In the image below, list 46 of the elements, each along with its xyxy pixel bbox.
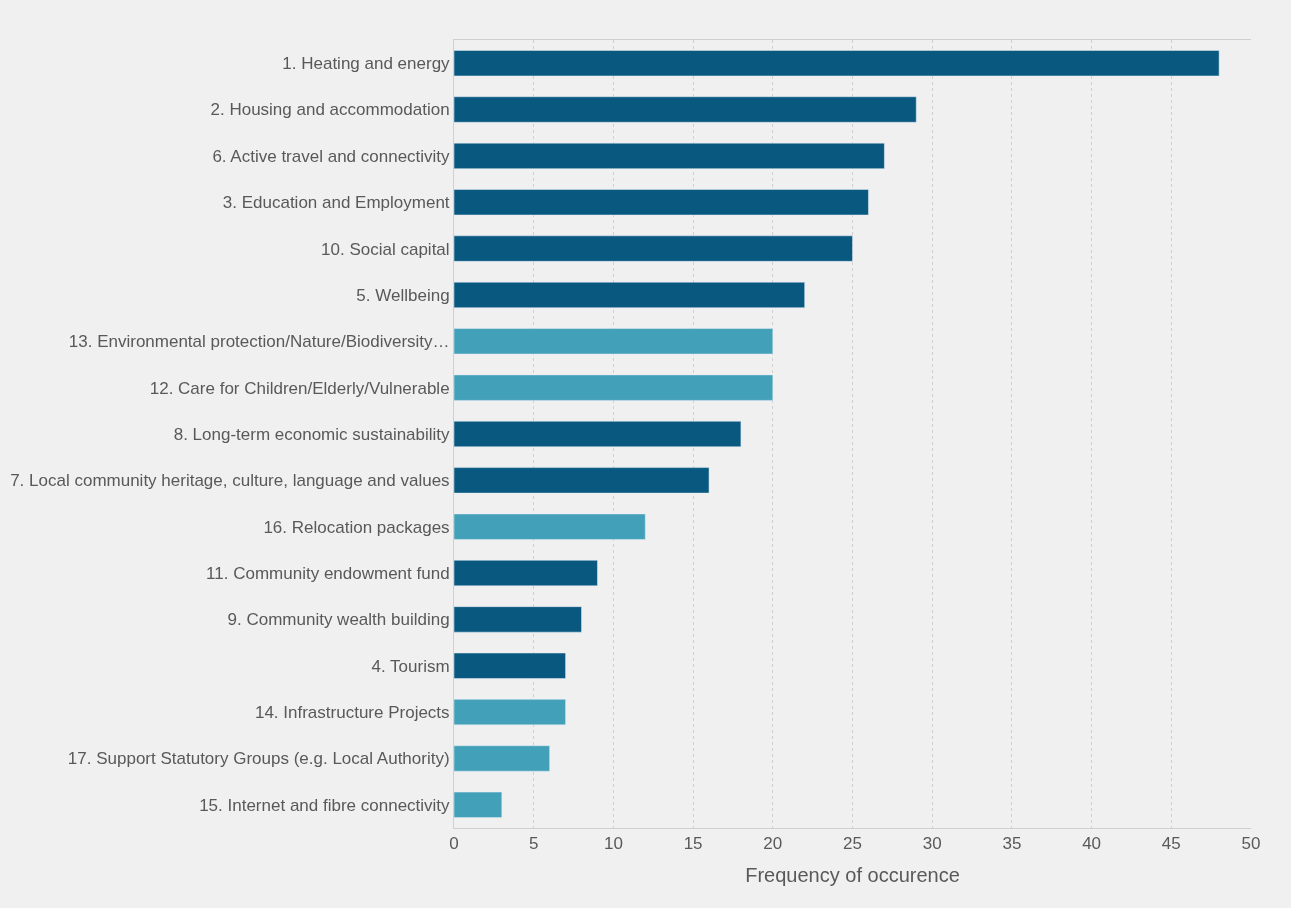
y-tick-label: 10. Social capital [321,239,450,259]
x-tick-label: 30 [922,834,942,854]
x-tick-label: 15 [683,834,703,854]
x-tick-label: 0 [449,834,459,854]
bar [454,467,710,494]
x-tick-label: 50 [1241,834,1261,854]
y-tick-label: 5. Wellbeing [356,285,450,305]
bar [454,328,774,355]
y-tick-label: 1. Heating and energy [282,54,451,74]
y-tick-label: 6. Active travel and connectivity [212,146,451,166]
x-tick-label: 45 [1161,834,1181,854]
bar [454,235,853,262]
bar [454,652,566,679]
x-axis-title: Frequency of occurence [745,863,960,886]
x-tick-label: 35 [1002,834,1022,854]
x-tick-label: 40 [1082,834,1102,854]
x-tick-label: 20 [763,834,783,854]
y-tick-label: 4. Tourism [371,656,450,676]
y-tick-label: 15. Internet and fibre connectivity [199,795,451,815]
y-tick-label: 13. Environmental protection/Nature/Biodiversity… [68,332,450,352]
x-tick-label: 5 [528,834,539,854]
bar [454,791,503,818]
x-tick-label: 10 [603,834,623,854]
x-tick-label: 25 [843,834,862,854]
y-tick-label: 17. Support Statutory Groups (e.g. Local Authority) [67,749,450,769]
y-tick-label: 11. Community endowment fund [206,564,450,584]
bar [454,560,598,587]
y-tick-label: 12. Care for Children/Elderly/Vulnerable [149,378,450,398]
bar [454,374,774,401]
bar [454,513,646,540]
y-tick-label: 9. Community wealth building [227,610,450,630]
bar [454,421,742,447]
bar [454,142,885,169]
bar [454,745,550,772]
bar [454,189,869,216]
bar [454,606,582,633]
y-tick-label: 7. Local community heritage, culture, language and values [10,471,450,491]
bar [454,281,805,308]
y-tick-label: 3. Education and Employment [222,193,450,213]
y-tick-label: 16. Relocation packages [263,517,450,537]
y-tick-label: 8. Long-term economic sustainability [173,424,451,444]
y-tick-label: 14. Infrastructure Projects [254,703,450,723]
y-tick-label: 2. Housing and accommodation [210,100,450,120]
bar [454,699,566,726]
bar [454,96,917,123]
bar [454,50,1220,77]
